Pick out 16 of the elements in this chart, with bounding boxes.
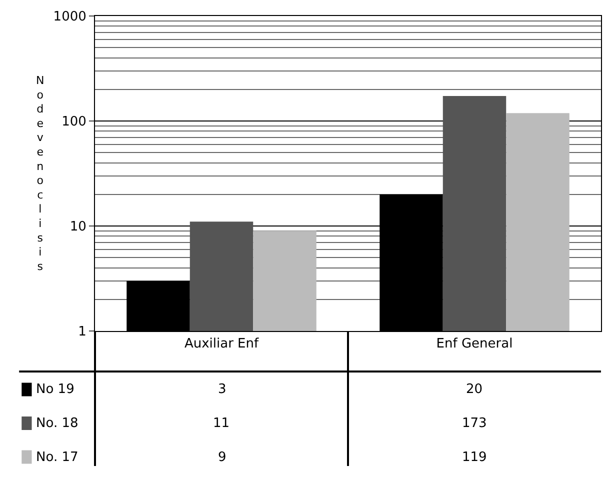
y-tick-label: 1	[78, 324, 86, 340]
data-label: 11	[213, 416, 230, 431]
y-tick-label: 1000	[53, 10, 86, 25]
legend-label: No 19	[36, 382, 74, 397]
data-label: 20	[466, 382, 483, 397]
y-tick-label: 100	[62, 114, 86, 130]
x-tick-label: Auxiliar Enf	[184, 336, 259, 352]
text: No de venoclisis	[36, 74, 44, 273]
x-tick-label: Enf General	[436, 336, 513, 352]
data-label: 9	[218, 450, 226, 465]
legend-label: No. 17	[36, 450, 78, 465]
legend-label: No. 18	[36, 416, 78, 431]
data-label: 173	[462, 416, 487, 431]
data-label: 3	[218, 382, 226, 397]
data-label: 119	[462, 450, 487, 465]
y-tick-label: 10	[70, 220, 86, 235]
